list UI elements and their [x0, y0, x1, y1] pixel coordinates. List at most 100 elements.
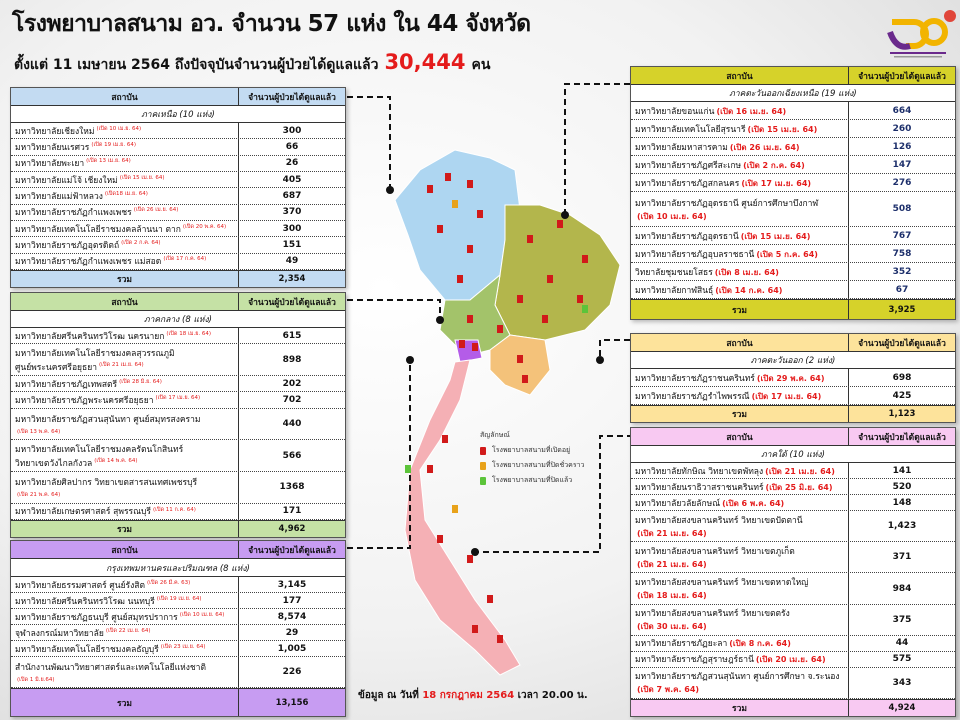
- institution-name: มหาวิทยาลัยเทคโนโลยีราชมงคลรัตนโกสินทร์: [15, 444, 184, 455]
- table-row: มหาวิทยาลัยสงขลานครินทร์ วิทยาเขตภูเก็ต (…: [631, 542, 955, 574]
- table-row: มหาวิทยาลัยราชภัฏศรีสะเกษ (เปิด 2 ก.ค. 64…: [631, 156, 955, 174]
- open-date-note: (เปิด 25 มิ.ย. 64): [765, 482, 833, 492]
- col-header-institution: สถาบัน: [631, 67, 849, 84]
- open-date-note: (เปิด 17 เม.ย. 64): [751, 391, 822, 401]
- patient-count: 148: [892, 497, 912, 508]
- map-pin-icon: [497, 635, 503, 643]
- map-pin-icon: [477, 210, 483, 218]
- table-row: สำนักงานพัฒนาวิทยาศาสตร์และเทคโนโลยีแห่ง…: [11, 657, 345, 688]
- col-header-patients: จำนวนผู้ป่วยได้ดูแลแล้ว: [858, 432, 946, 443]
- table-row: วิทยาลัยชุมชนยโสธร (เปิด 8 เม.ย. 64) 352: [631, 263, 955, 281]
- open-date-note: (เปิด 21 พ.ค. 64): [17, 492, 61, 499]
- region-east: [489, 334, 551, 396]
- table-row: มหาวิทยาลัยราชภัฏรำไพพรรณี (เปิด 17 เม.ย.…: [631, 387, 955, 405]
- open-date-note: (เปิด 29 พ.ค. 64): [756, 373, 825, 383]
- total-label: รวม: [631, 406, 849, 422]
- legend-title: สัญลักษณ์: [480, 431, 510, 439]
- map-pin-icon: [452, 505, 458, 513]
- institution-name: มหาวิทยาลัยนราธิวาสราชนครินทร์: [635, 482, 764, 493]
- patient-count: 1,423: [887, 521, 917, 532]
- patient-count: 147: [892, 159, 912, 170]
- institution-name: มหาวิทยาลัยเชียงใหม่: [15, 126, 95, 137]
- institution-name: ศูนย์พระนครศรีอยุธยา: [15, 362, 97, 373]
- col-header-patients: จำนวนผู้ป่วยได้ดูแลแล้ว: [248, 297, 336, 308]
- open-date-note: (เปิด 13 เม.ย. 64): [86, 158, 131, 165]
- table-row: มหาวิทยาลัยศรีนครินทรวิโรฒ นครนายก (เปิด …: [11, 328, 345, 345]
- map-pin-icon: [547, 275, 553, 283]
- open-date-note: (เปิด 30 เม.ย. 64): [637, 622, 707, 632]
- institution-name: มหาวิทยาลัยแม่ฟ้าหลวง: [15, 191, 103, 202]
- total-value: 3,925: [888, 304, 916, 315]
- patient-count: 49: [285, 256, 299, 267]
- table-row: มหาวิทยาลัยราชภัฏกำแพงเพชร แม่สอด (เปิด 1…: [11, 253, 345, 270]
- patient-count: 26: [285, 158, 299, 169]
- table-east: สถาบัน จำนวนผู้ป่วยได้ดูแลแล้ว ภาคตะวันออก…: [630, 333, 956, 423]
- institution-name: มหาวิทยาลัยกาฬสินธุ์: [635, 285, 714, 296]
- open-date-note: (เปิด 8 เม.ย. 64): [714, 267, 779, 277]
- table-row: จุฬาลงกรณ์มหาวิทยาลัย (เปิด 22 เม.ย. 64) 2…: [11, 625, 345, 641]
- institution-name: มหาวิทยาลัยราชภัฏกำแพงเพชร: [15, 208, 132, 219]
- institution-name: มหาวิทยาลัยราชภัฏพระนครศรีอยุธยา: [15, 395, 154, 406]
- map-pin-icon: [487, 595, 493, 603]
- footer-pre: ข้อมูล ณ วันที่: [358, 690, 419, 701]
- table-row: มหาวิทยาลัยนราธิวาสราชนครินทร์ (เปิด 25 ม…: [631, 479, 955, 496]
- map-pin-icon: [542, 315, 548, 323]
- page-title: โรงพยาบาลสนาม อว. จำนวน 57 แห่ง ใน 44 จั…: [12, 11, 531, 37]
- table-row: มหาวิทยาลัยทักษิณ วิทยาเขตพัทลุง (เปิด 21…: [631, 463, 955, 480]
- patient-count: 702: [282, 394, 302, 405]
- institution-name: มหาวิทยาลัยมหาสารคาม: [635, 142, 728, 153]
- patient-count: 300: [282, 223, 302, 234]
- patient-count: 440: [282, 418, 302, 429]
- table-row: มหาวิทยาลัยแม่โจ้ เชียงใหม่ (เปิด 15 เม.ย…: [11, 171, 345, 189]
- map-pin-icon: [517, 355, 523, 363]
- open-date-note: (เปิด 6 พ.ค. 64): [722, 498, 785, 508]
- total-patients: 30,444: [384, 50, 466, 74]
- table-row: มหาวิทยาลัยราชภัฏอุดรธานี ศูนย์การศึกษาบ…: [631, 192, 955, 227]
- table-row: มหาวิทยาลัยกาฬสินธุ์ (เปิด 14 ก.ค. 64) 67: [631, 281, 955, 299]
- patient-count: 508: [892, 204, 912, 214]
- map-pin-icon: [427, 465, 433, 473]
- total-value: 2,354: [278, 274, 306, 284]
- map-pin-icon: [405, 465, 411, 473]
- institution-name: มหาวิทยาลัยเทคโนโลยีราชมงคลสุวรรณภูมิ: [15, 348, 175, 359]
- table-central: สถาบัน จำนวนผู้ป่วยได้ดูแลแล้ว ภาคกลาง (8 …: [10, 292, 346, 538]
- open-date-note: (เปิด 21 เม.ย. 64): [98, 361, 144, 368]
- legend-label: โรงพยาบาลสนามที่ปิดแล้ว: [492, 476, 573, 484]
- open-date-note: (เปิด 5 ก.ค. 64): [756, 249, 818, 259]
- legend: สัญลักษณ์ โรงพยาบาลสนามที่เปิดอยู่ โรงพย…: [480, 430, 584, 486]
- patient-count: 141: [892, 465, 912, 476]
- table-row: มหาวิทยาลัยราชภัฏเทพสตรี (เปิด 28 มิ.ย. 6…: [11, 376, 345, 393]
- patient-count: 698: [892, 372, 912, 383]
- open-date-note: (เปิด 21 เม.ย. 64): [765, 466, 835, 476]
- patient-count: 370: [282, 207, 302, 218]
- legend-item-open: โรงพยาบาลสนามที่เปิดอยู่: [480, 445, 584, 456]
- total-label: รวม: [11, 271, 239, 287]
- table-row: มหาวิทยาลัยเชียงใหม่ (เปิด 10 เม.ย. 64) 30…: [11, 123, 345, 140]
- table-row: มหาวิทยาลัยมหาสารคาม (เปิด 26 เม.ย. 64) 12…: [631, 138, 955, 156]
- ministry-logo: [887, 10, 956, 58]
- col-header-institution: สถาบัน: [11, 88, 239, 105]
- institution-name: มหาวิทยาลัยราชภัฏสุราษฎร์ธานี: [635, 655, 754, 666]
- table-row: มหาวิทยาลัยราชภัฏอุบลราชธานี (เปิด 5 ก.ค.…: [631, 245, 955, 263]
- institution-name: มหาวิทยาลัยศรีนครินทรวิโรฒ นครนายก: [15, 331, 165, 342]
- table-bangkok: สถาบัน จำนวนผู้ป่วยได้ดูแลแล้ว กรุงเทพมหาน…: [10, 540, 346, 717]
- table-northeast: สถาบัน จำนวนผู้ป่วยได้ดูแลแล้ว ภาคตะวันออก…: [630, 66, 956, 320]
- table-row: มหาวิทยาลัยศิลปากร วิทยาเขตสารสนเทศเพชรบ…: [11, 472, 345, 504]
- institution-name: มหาวิทยาลัยแม่โจ้ เชียงใหม่: [15, 175, 118, 186]
- region-label: ภาคตะวันออก (2 แห่ง): [631, 352, 955, 369]
- institution-name: มหาวิทยาลัยราชภัฏอุบลราชธานี: [635, 249, 755, 260]
- open-date-note: (เปิด 22 เม.ย. 64): [105, 627, 151, 634]
- institution-name: มหาวิทยาลัยขอนแก่น: [635, 106, 715, 117]
- institution-name: มหาวิทยาลัยราชภัฏกำแพงเพชร แม่สอด: [15, 257, 162, 268]
- institution-name: มหาวิทยาลัยราชภัฏสวนสุนันทา ศูนย์สมุทรสง…: [15, 414, 201, 425]
- table-row: มหาวิทยาลัยราชภัฏธนบุรี ศูนย์สมุทรปราการ…: [11, 609, 345, 625]
- map-pin-icon: [527, 235, 533, 243]
- table-row: มหาวิทยาลัยพะเยา (เปิด 13 เม.ย. 64) 26: [11, 155, 345, 172]
- table-north: สถาบัน จำนวนผู้ป่วยได้ดูแลแล้ว ภาคเหนือ (1…: [10, 87, 346, 288]
- institution-name: มหาวิทยาลัยสงขลานครินทร์ วิทยาเขตตรัง: [635, 609, 790, 620]
- patient-count: 1,005: [277, 643, 307, 654]
- open-date-note: (เปิด 10 เม.ย. 64): [96, 125, 142, 132]
- map-pin-icon: [582, 255, 588, 263]
- table-row: มหาวิทยาลัยเทคโนโลยีสุรนารี (เปิด 15 เม.ย…: [631, 120, 955, 138]
